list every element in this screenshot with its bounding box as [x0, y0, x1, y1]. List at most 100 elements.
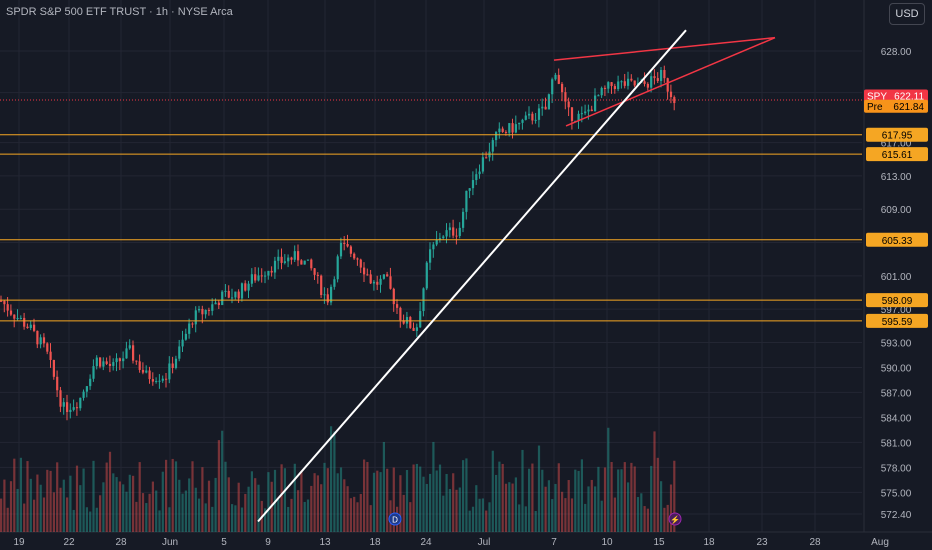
volume-bar: [280, 464, 283, 532]
candle: [660, 70, 663, 81]
y-tick-label: 575.00: [881, 488, 912, 499]
volume-bar: [148, 493, 151, 532]
volume-bar: [59, 487, 62, 532]
currency-button[interactable]: USD: [889, 3, 925, 25]
candle: [346, 244, 349, 247]
candle: [646, 83, 649, 88]
volume-bars: [0, 426, 676, 532]
candle: [366, 274, 369, 276]
candle: [452, 227, 455, 236]
candle: [587, 109, 590, 112]
candle: [89, 378, 92, 387]
volume-bar: [323, 462, 326, 532]
candle: [132, 345, 135, 361]
volume-bar: [310, 485, 313, 532]
candle: [85, 386, 88, 392]
volume-bar: [36, 474, 39, 532]
volume-bar: [23, 503, 26, 532]
volume-bar: [171, 458, 174, 532]
volume-bar: [277, 499, 280, 532]
candle: [273, 260, 277, 273]
volume-bar: [264, 508, 267, 532]
volume-bar: [303, 501, 306, 532]
volume-bar: [544, 486, 547, 532]
candle: [627, 78, 630, 86]
volume-bar: [201, 467, 204, 532]
volume-bar: [145, 503, 148, 532]
level-tag: [866, 147, 928, 162]
candle: [389, 276, 392, 289]
candle: [303, 260, 306, 265]
y-tick-label: 584.00: [881, 413, 912, 424]
volume-bar: [643, 506, 646, 532]
volume-bar: [99, 495, 102, 532]
volume-bar: [554, 483, 557, 532]
x-tick-label: 10: [601, 537, 613, 548]
candle: [145, 370, 148, 373]
x-tick-label: 18: [369, 537, 381, 548]
candle: [257, 275, 260, 281]
wedge-lower-line: [565, 36, 776, 127]
candle: [52, 359, 55, 377]
candle: [425, 262, 428, 289]
candle: [277, 256, 280, 261]
event-marker-label: ⚡: [670, 515, 680, 525]
price-tag-value: 622.11: [894, 92, 924, 103]
candle: [465, 190, 468, 212]
volume-bar: [587, 486, 590, 532]
candle: [330, 286, 333, 303]
candle: [580, 113, 583, 115]
volume-bar: [188, 478, 191, 532]
volume-bar: [653, 431, 656, 532]
candle: [600, 87, 603, 96]
x-tick-label: Jul: [478, 537, 491, 548]
candle: [544, 106, 547, 110]
candle: [237, 291, 240, 299]
candle: [495, 132, 498, 141]
volume-bar: [462, 460, 465, 532]
y-tick-label: 609.00: [881, 205, 912, 216]
volume-bar: [481, 498, 484, 532]
volume-bar: [29, 478, 32, 532]
volume-bar: [330, 426, 333, 532]
candle: [115, 358, 118, 363]
candle: [148, 370, 151, 380]
volume-bar: [333, 431, 336, 532]
candle: [415, 327, 418, 331]
volume-bar: [231, 504, 234, 532]
volume-bar: [448, 488, 451, 532]
volume-bar: [636, 497, 640, 532]
volume-bar: [66, 497, 69, 532]
volume-bar: [435, 470, 438, 532]
x-tick-label: 9: [265, 537, 271, 548]
volume-bar: [409, 502, 412, 532]
volume-bar: [267, 472, 270, 532]
volume-bar: [244, 493, 247, 532]
candle: [16, 318, 19, 320]
volume-bar: [650, 465, 653, 532]
volume-bar: [138, 462, 141, 532]
volume-bar: [478, 498, 481, 532]
candle: [95, 357, 98, 367]
candle: [23, 317, 26, 327]
volume-bar: [356, 502, 359, 532]
candle: [9, 310, 13, 315]
volume-bar: [630, 462, 633, 532]
volume-bar: [125, 491, 128, 532]
candle: [62, 402, 65, 407]
y-tick-label: 590.00: [881, 363, 912, 374]
volume-bar: [564, 498, 567, 532]
candle: [267, 270, 270, 276]
candle: [590, 109, 593, 112]
x-tick-label: 18: [703, 537, 715, 548]
candle: [300, 260, 303, 265]
volume-bar: [471, 506, 475, 532]
candle: [514, 124, 517, 133]
volume-bar: [108, 451, 112, 532]
candle: [201, 308, 204, 315]
candle: [0, 300, 3, 302]
candle: [620, 81, 623, 83]
candle: [287, 257, 290, 262]
